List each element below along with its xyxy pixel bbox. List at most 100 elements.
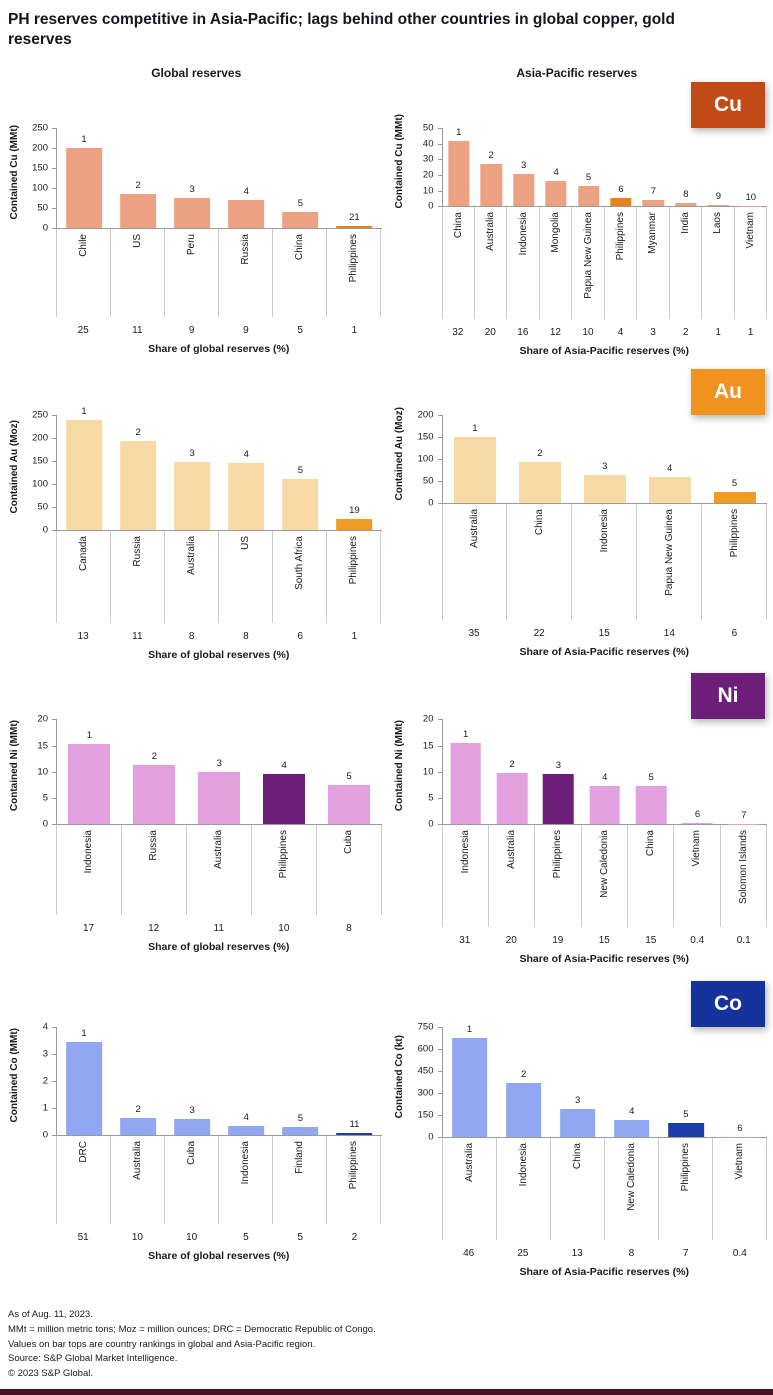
y-axis-title: Contained Cu (MMt): [394, 114, 405, 209]
column-headers: Global reserves Asia-Pacific reserves: [0, 66, 773, 80]
chart-ni-asia-pacific: Ni Contained Ni (MMt) 0 5 10 15 20 1 2 3 4 5 6 7 Indon…: [392, 673, 768, 965]
bar: [722, 1136, 758, 1138]
rank-label: 4: [243, 186, 249, 198]
share-values-row: 32 20 16 12 10 4 3 2 1 1: [442, 319, 768, 343]
rank-label: 3: [189, 184, 195, 196]
bar: [198, 772, 241, 825]
country-label: Vietnam: [733, 1143, 745, 1180]
y-tick-label: 15: [422, 740, 434, 752]
country-label-cell: Vietnam: [735, 207, 768, 320]
rank-label: 4: [602, 772, 608, 784]
rank-label: 19: [349, 504, 360, 516]
country-labels-row: Chile US Peru Russia China Philippines: [56, 229, 382, 318]
rank-label: 10: [745, 191, 757, 203]
country-label: China: [294, 234, 306, 261]
country-label-cell: China: [551, 1138, 605, 1241]
share-value: 19: [552, 935, 564, 947]
y-tick-label: 150: [32, 455, 48, 467]
category-slot: 6: [605, 128, 637, 207]
bar: [583, 474, 626, 504]
bar: [642, 200, 665, 207]
share-value: 11: [213, 923, 224, 935]
country-label: Australia: [132, 1141, 144, 1181]
y-tick-mark: [437, 437, 442, 439]
y-axis: 0 1 2 3 4: [22, 1022, 56, 1141]
bar: [282, 212, 319, 229]
share-value: 1: [351, 325, 358, 337]
country-label-cell: New Caledonia: [582, 825, 628, 928]
country-label: Indonesia: [598, 509, 610, 553]
category-slot: 7: [721, 719, 767, 825]
y-tick-mark: [437, 798, 442, 800]
y-tick-mark: [52, 1081, 56, 1083]
share-value: 20: [484, 327, 496, 339]
country-label: Finland: [294, 1141, 306, 1175]
y-tick-label: 30: [422, 153, 434, 165]
country-label: Myanmar: [647, 212, 659, 254]
country-label-cell: Australia: [441, 504, 508, 621]
y-tick-mark: [437, 459, 442, 461]
category-slot: 10: [735, 128, 767, 207]
share-value: 15: [645, 935, 657, 947]
footnote-as-of: As of Aug. 11, 2023.: [8, 1309, 93, 1321]
rank-label: 11: [349, 1119, 360, 1131]
rank-label: 6: [737, 1122, 743, 1134]
y-tick-label: 200: [417, 409, 434, 421]
y-tick-label: 50: [37, 202, 48, 214]
country-label: China: [452, 212, 464, 239]
country-label: New Caledonia: [625, 1143, 637, 1212]
y-tick-mark: [52, 438, 56, 440]
y-tick-label: 0: [428, 818, 434, 830]
country-label: Russia: [132, 536, 144, 567]
rank-label: 5: [297, 464, 303, 476]
category-slot: 1: [57, 128, 111, 229]
y-tick-mark: [437, 1093, 442, 1095]
country-label: Philippines: [348, 234, 360, 283]
chart-body: Contained Au (Moz) 0 50 100 150 200 250 1 2 3 4 5 19…: [6, 403, 382, 661]
share-value: 4: [617, 327, 624, 339]
y-axis-title-wrap: Contained Au (Moz): [6, 403, 22, 530]
y-tick-label: 15: [37, 740, 48, 752]
footnote-abbreviations: MMt = million metric tons; Moz = million…: [8, 1324, 376, 1335]
x-axis-title: Share of Asia-Pacific reserves (%): [519, 646, 689, 659]
y-tick-mark: [52, 415, 56, 417]
share-values-row: 35 22 15 14 6: [442, 620, 768, 644]
category-slot: 3: [535, 719, 581, 825]
share-value: 5: [297, 325, 303, 337]
bar: [589, 786, 621, 825]
y-axis: 0 50 100 150 200: [408, 410, 442, 509]
footnote-copyright: © 2023 S&P Global.: [8, 1368, 93, 1380]
chart-main: 1 2 3 4 5 11 DRC Australia Cuba Indonesia Finland P…: [56, 1015, 382, 1262]
y-tick-mark: [437, 719, 442, 721]
country-label-cell: Indonesia: [507, 207, 540, 320]
bar: [228, 462, 265, 531]
bar: [682, 823, 713, 825]
bar: [610, 198, 632, 207]
country-label: Australia: [213, 830, 225, 870]
category-slot: 3: [187, 719, 252, 825]
country-label-cell: Philippines: [535, 825, 582, 928]
country-label: DRC: [78, 1141, 90, 1163]
rank-label: 2: [135, 180, 141, 192]
y-tick-label: 200: [32, 142, 48, 154]
rank-label: 1: [81, 134, 87, 146]
y-tick-label: 0: [42, 222, 48, 234]
bar: [668, 1122, 704, 1138]
category-slot: 6: [674, 719, 720, 825]
country-label: Laos: [712, 212, 724, 234]
category-slot: 1: [57, 1027, 111, 1136]
y-tick-label: 10: [422, 185, 434, 197]
country-label: Philippines: [348, 536, 360, 585]
country-label-cell: Solomon Islands: [721, 825, 768, 928]
bar: [174, 198, 211, 229]
share-value: 1: [715, 327, 721, 339]
country-label: Australia: [506, 830, 518, 870]
y-tick-mark: [52, 168, 56, 170]
rank-label: 4: [281, 760, 287, 772]
chart-main: 1 2 3 4 5 6 7 8 9 10 China Australia Indonesia Mongol…: [441, 116, 768, 357]
country-label-cell: Chile: [56, 229, 112, 318]
bar: [282, 1127, 319, 1136]
category-slot: 3: [165, 128, 219, 229]
y-tick-label: 10: [422, 766, 434, 778]
